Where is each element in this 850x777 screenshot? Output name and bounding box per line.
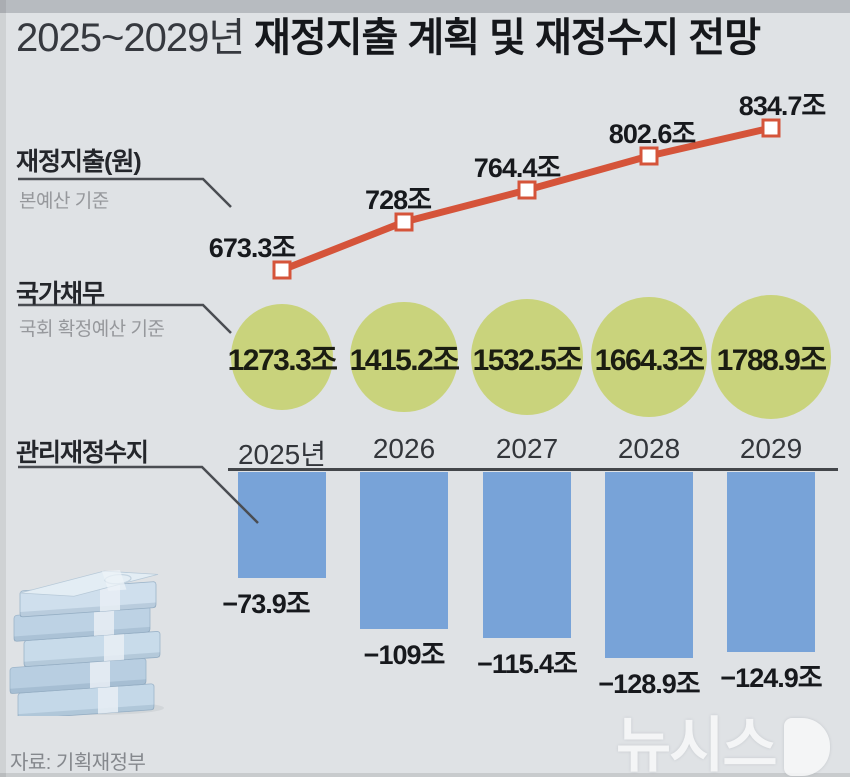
debt-bubble: [350, 301, 458, 413]
money-stack-illustration: [9, 570, 164, 716]
debt-value-label: 1788.9조: [716, 344, 827, 377]
debt-value-label: 1415.2조: [349, 344, 460, 377]
debt-bubble: [590, 296, 708, 418]
expenditure-legend-note: 본예산 기준: [19, 191, 109, 212]
page-title: 2025~2029년 재정지출 계획 및 재정수지 전망: [16, 14, 761, 62]
newsis-watermark: 뉴시스: [616, 714, 830, 777]
title-main: 재정지출 계획 및 재정수지 전망: [254, 16, 761, 60]
expenditure-value-label: 834.7조: [738, 91, 826, 121]
title-year-range: 2025~2029년: [16, 16, 245, 60]
deficit-bar: [360, 472, 448, 629]
deficit-value-label: −115.4조: [477, 649, 578, 680]
balance-callout-line: [18, 465, 259, 524]
debt-bubble: [230, 304, 334, 410]
deficit-value-label: −128.9조: [598, 668, 700, 699]
left-edge-strip: [0, 0, 6, 777]
debt-value-label: 1664.3조: [594, 344, 705, 377]
deficit-value-label: −124.9조: [720, 662, 822, 693]
year-label: 2027: [495, 433, 559, 464]
newsis-watermark-text: 뉴시스: [616, 712, 778, 777]
top-edge-strip: [0, 0, 850, 13]
expenditure-value-label: 802.6조: [608, 119, 696, 149]
debt-legend-label: 국가채무: [16, 280, 105, 308]
deficit-bar: [605, 472, 693, 658]
balance-legend-label: 관리재정수지: [16, 439, 149, 467]
expenditure-legend-label: 재정지출(원): [16, 148, 142, 176]
year-label: 2029: [739, 433, 803, 464]
year-label: 2025년: [237, 439, 327, 470]
deficit-value-label: −109조: [363, 639, 446, 670]
deficit-bar: [238, 472, 326, 579]
newsis-logo-d-icon: [783, 718, 830, 776]
debt-legend-note: 국회 확정예산 기준: [19, 319, 165, 340]
deficit-value-label: −73.9조: [222, 589, 310, 620]
deficit-bar: [483, 472, 571, 639]
debt-bubble: [710, 294, 832, 420]
year-label: 2026: [372, 433, 436, 464]
debt-value-label: 1532.5조: [472, 344, 583, 377]
debt-bubble: [471, 299, 583, 415]
deficit-bar: [727, 472, 815, 652]
year-label: 2028: [617, 433, 681, 464]
source-credit: 자료: 기획재정부: [10, 752, 146, 774]
bar-chart-baseline: [228, 468, 838, 471]
expenditure-value-label: 673.3조: [208, 233, 296, 263]
expenditure-value-label: 728조: [365, 185, 432, 215]
bottom-edge-strip: [0, 773, 850, 777]
expenditure-value-label: 764.4조: [473, 153, 561, 183]
debt-value-label: 1273.3조: [227, 344, 338, 377]
